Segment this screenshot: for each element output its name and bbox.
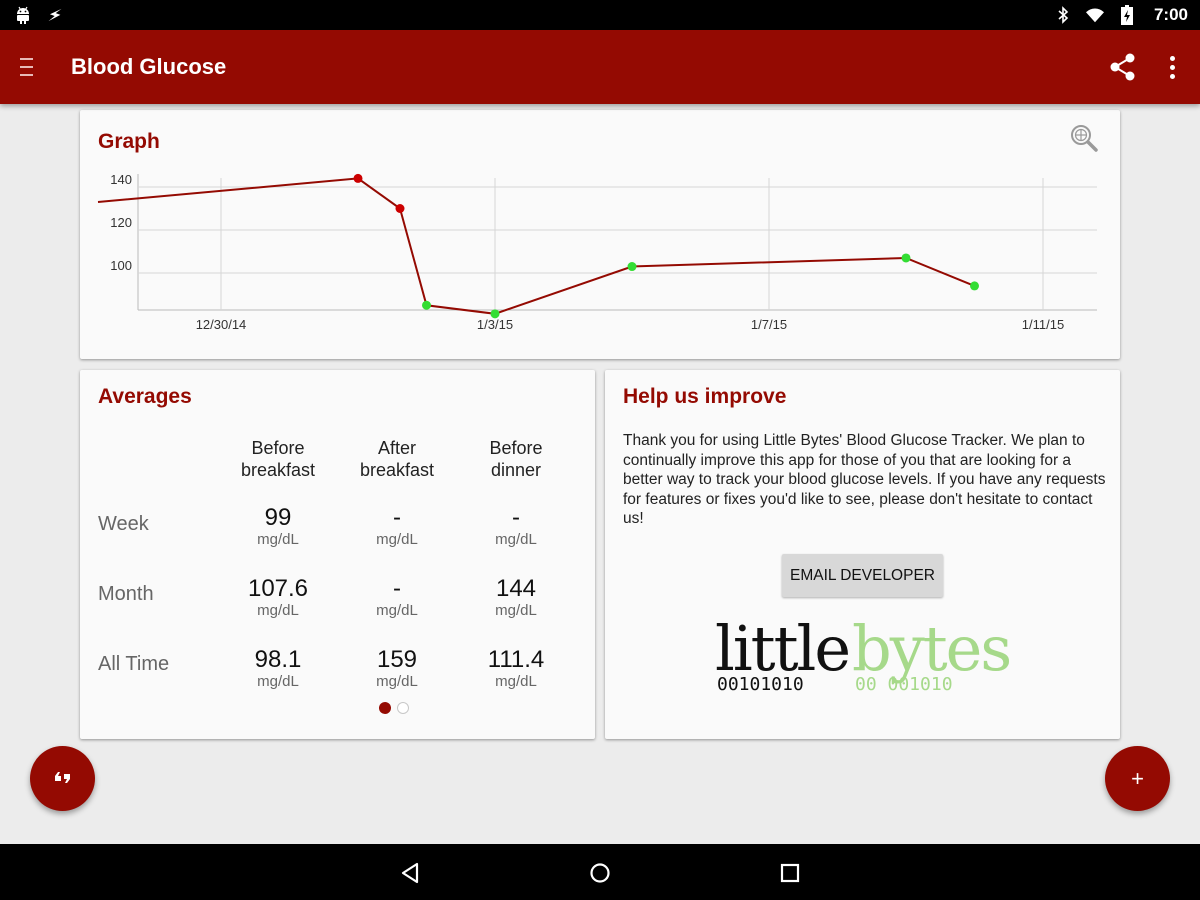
quote-icon xyxy=(53,770,73,787)
android-icon xyxy=(14,6,32,24)
page-dot-inactive[interactable] xyxy=(397,702,409,714)
graph-title: Graph xyxy=(98,130,160,153)
data-point xyxy=(901,253,911,263)
column-header-before-dinner: Before dinner xyxy=(489,438,543,480)
zoom-globe-icon[interactable] xyxy=(1068,122,1100,154)
row-label-month: Month xyxy=(98,583,154,605)
little-bytes-logo: little bytes 00101010 00 001010 xyxy=(715,618,1015,698)
navigation-bar xyxy=(0,844,1200,900)
data-point xyxy=(422,300,431,310)
avg-cell: 111.4 mg/dL xyxy=(487,646,545,691)
logo-word-bytes: bytes xyxy=(852,612,1012,685)
status-time: 7:00 xyxy=(1153,5,1188,24)
lightning-icon xyxy=(46,6,64,24)
averages-title: Averages xyxy=(98,385,192,408)
data-point xyxy=(353,173,363,183)
data-point xyxy=(627,262,637,272)
add-icon: + xyxy=(1131,765,1144,791)
avg-cell: 144 mg/dL xyxy=(495,575,537,620)
battery-icon xyxy=(1118,5,1136,25)
bluetooth-icon xyxy=(1054,6,1072,24)
column-header-after-breakfast: After breakfast xyxy=(359,438,435,480)
logo-binary-light: 00 001010 xyxy=(855,674,953,695)
page-indicator[interactable] xyxy=(379,702,409,714)
data-point xyxy=(970,281,979,291)
avg-cell: - mg/dL xyxy=(376,575,418,620)
row-label-all-time: All Time xyxy=(98,653,170,675)
x-tick-label: 1/11/15 xyxy=(1022,317,1064,332)
row-label-week: Week xyxy=(98,513,149,535)
avg-cell: - mg/dL xyxy=(376,504,418,549)
wifi-icon xyxy=(1085,6,1104,24)
email-developer-button[interactable]: EMAIL DEVELOPER xyxy=(782,554,943,597)
data-point xyxy=(395,204,405,213)
y-tick-label: 100 xyxy=(110,258,132,273)
y-tick-label: 140 xyxy=(110,172,132,187)
glucose-line-chart[interactable]: 100 120 140 12/30/14 1/3/15 1/7/15 1/11/15 xyxy=(80,160,1120,350)
home-icon[interactable] xyxy=(587,860,613,886)
share-icon[interactable] xyxy=(1108,52,1138,82)
quote-fab-button[interactable] xyxy=(30,746,95,811)
avg-cell: 159 mg/dL xyxy=(376,646,418,691)
help-body-text: Thank you for using Little Bytes' Blood … xyxy=(623,432,1106,527)
x-tick-label: 1/7/15 xyxy=(751,317,787,332)
back-icon[interactable] xyxy=(398,860,424,886)
logo-word-little: little xyxy=(715,612,851,685)
x-tick-label: 1/3/15 xyxy=(477,317,513,332)
y-tick-label: 120 xyxy=(110,215,132,230)
logo-binary-dark: 00101010 xyxy=(717,674,804,695)
help-title: Help us improve xyxy=(623,385,787,408)
avg-cell: 107.6 mg/dL xyxy=(247,575,309,620)
app-bar: Blood Glucose xyxy=(0,30,1200,104)
help-card: Help us improve Thank you for using Litt… xyxy=(605,370,1120,739)
avg-cell: 99 mg/dL xyxy=(257,504,299,549)
menu-icon[interactable] xyxy=(20,55,40,79)
app-title: Blood Glucose xyxy=(71,54,227,79)
series-line xyxy=(97,177,975,315)
recents-icon[interactable] xyxy=(777,860,803,886)
avg-cell: - mg/dL xyxy=(495,504,537,549)
column-header-before-breakfast: Before breakfast xyxy=(240,438,316,480)
graph-card: Graph 100 120 140 12/30/14 1/3/15 1/7/15 1/11/… xyxy=(80,110,1120,359)
status-bar: 7:00 xyxy=(0,0,1200,30)
data-point xyxy=(490,309,500,319)
page-dot-active[interactable] xyxy=(379,702,391,714)
avg-cell: 98.1 mg/dL xyxy=(254,646,302,691)
x-tick-label: 12/30/14 xyxy=(196,317,247,332)
overflow-menu-icon[interactable] xyxy=(1160,52,1184,82)
add-fab-button[interactable]: + xyxy=(1105,746,1170,811)
averages-card: Averages Before breakfast After breakfas… xyxy=(80,370,595,739)
